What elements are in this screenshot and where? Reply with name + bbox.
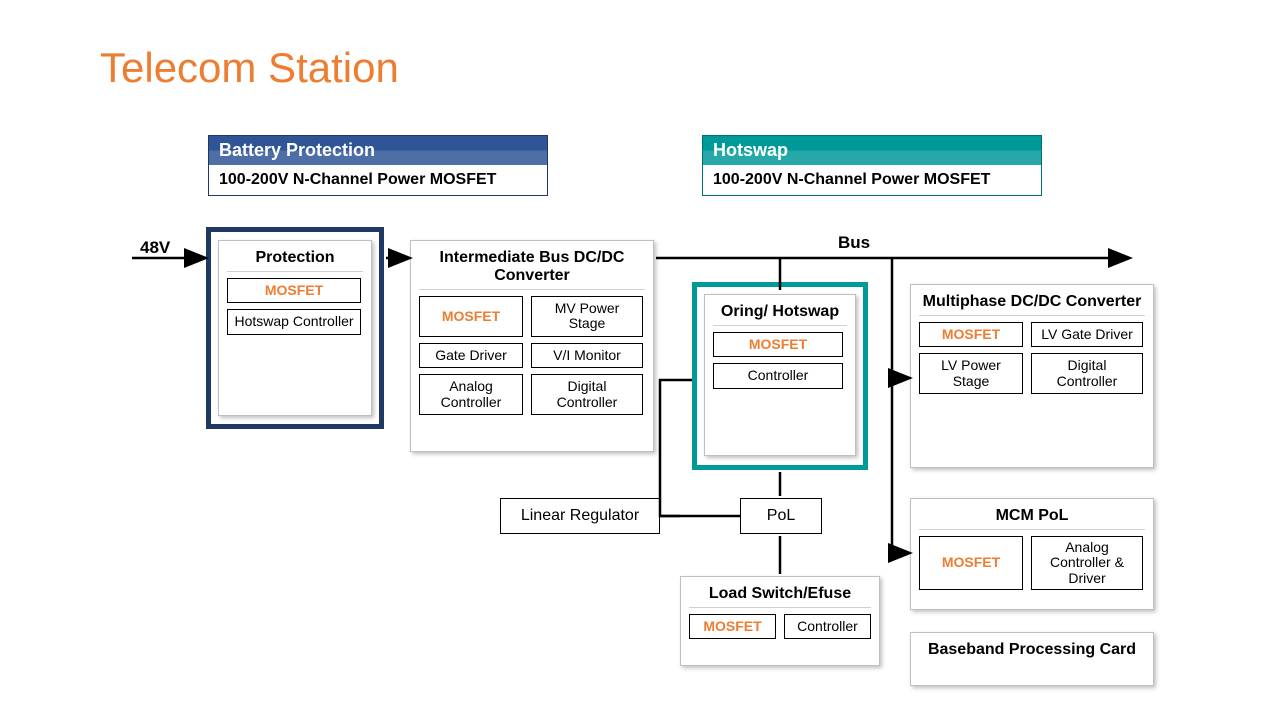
header-battery-protection: Battery Protection 100-200V N-Channel Po… <box>208 135 548 196</box>
cell: Analog Controller & Driver <box>1031 536 1143 590</box>
block-multiphase: Multiphase DC/DC Converter MOSFET LV Gate … <box>910 284 1154 468</box>
cell: Controller <box>713 363 843 388</box>
block-title: Baseband Processing Card <box>919 639 1145 663</box>
box-pol: PoL <box>740 498 822 534</box>
block-title: Load Switch/Efuse <box>689 583 871 608</box>
block-title: Multiphase DC/DC Converter <box>919 291 1145 316</box>
cell: LV Gate Driver <box>1031 322 1143 347</box>
cell-mosfet: MOSFET <box>419 296 523 337</box>
box-linear-regulator: Linear Regulator <box>500 498 660 534</box>
cell: Gate Driver <box>419 343 523 368</box>
header-hotswap-top: Hotswap <box>703 136 1041 165</box>
block-title: Intermediate Bus DC/DC Converter <box>419 247 645 290</box>
header-hotswap: Hotswap 100-200V N-Channel Power MOSFET <box>702 135 1042 196</box>
cell-mosfet: MOSFET <box>689 614 776 639</box>
block-mcm: MCM PoL MOSFETAnalog Controller & Driver <box>910 498 1154 610</box>
label-bus: Bus <box>838 233 870 253</box>
block-oring: Oring/ Hotswap MOSFET Controller <box>704 294 856 456</box>
block-title: MCM PoL <box>919 505 1145 530</box>
label-48v: 48V <box>140 238 170 258</box>
cell: Analog Controller <box>419 374 523 415</box>
header-battery-mosfet: 100-200V N-Channel Power MOSFET <box>209 165 547 195</box>
cell: Hotswap Controller <box>227 309 361 334</box>
cell-mosfet: MOSFET <box>227 278 361 303</box>
cell: Digital Controller <box>1031 353 1143 394</box>
header-battery-top: Battery Protection <box>209 136 547 165</box>
cell: MV Power Stage <box>531 296 643 337</box>
block-title: Oring/ Hotswap <box>713 301 847 326</box>
header-hotswap-mosfet: 100-200V N-Channel Power MOSFET <box>703 165 1041 195</box>
cell: Controller <box>784 614 871 639</box>
cell-mosfet: MOSFET <box>713 332 843 357</box>
page-title: Telecom Station <box>100 44 399 92</box>
block-title: Protection <box>227 247 363 272</box>
cell: Digital Controller <box>531 374 643 415</box>
block-protection: Protection MOSFET Hotswap Controller <box>218 240 372 416</box>
cell-mosfet: MOSFET <box>919 322 1023 347</box>
block-baseband: Baseband Processing Card <box>910 632 1154 686</box>
block-loadswitch: Load Switch/Efuse MOSFET Controller <box>680 576 880 666</box>
block-ibc: Intermediate Bus DC/DC Converter MOSFETMV… <box>410 240 654 452</box>
cell: LV Power Stage <box>919 353 1023 394</box>
cell-mosfet: MOSFET <box>919 536 1023 590</box>
cell: V/I Monitor <box>531 343 643 368</box>
